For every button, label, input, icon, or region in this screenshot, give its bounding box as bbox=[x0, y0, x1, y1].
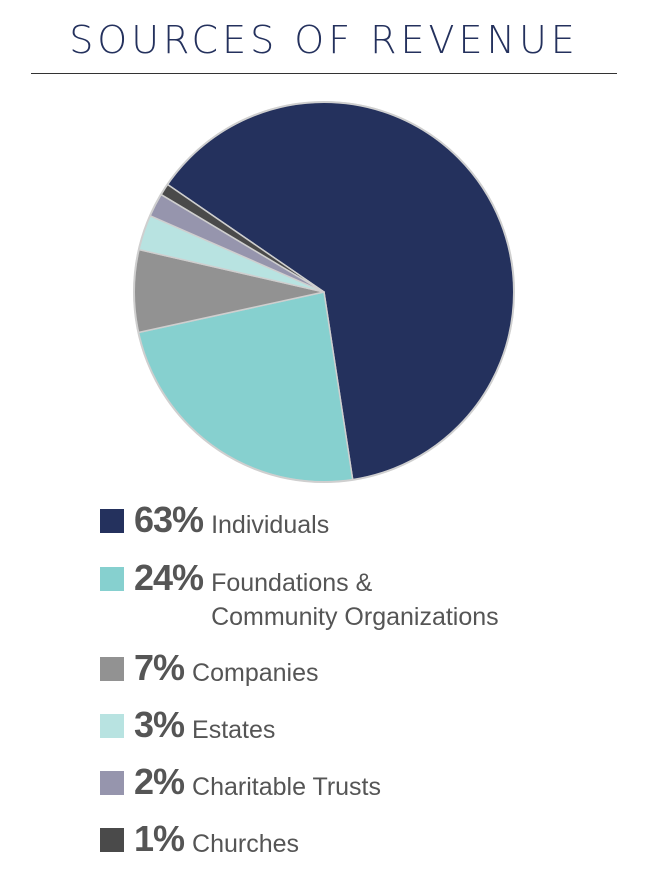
legend-label-line: Churches bbox=[192, 830, 300, 858]
legend-item-estates: 3% Estates bbox=[100, 707, 275, 747]
legend-item-charitable-trusts: 2% Charitable Trusts bbox=[100, 764, 381, 804]
legend-percent: 1% bbox=[134, 818, 185, 859]
legend-label-line: Foundations & bbox=[211, 569, 373, 597]
legend-swatch bbox=[100, 714, 124, 738]
legend-label: Companies bbox=[192, 656, 318, 690]
legend-swatch bbox=[100, 771, 124, 795]
legend-label: Charitable Trusts bbox=[192, 770, 381, 804]
title-divider bbox=[31, 73, 617, 74]
legend-percent: 7% bbox=[134, 647, 185, 688]
chart-title: SOURCES OF REVENUE bbox=[69, 18, 579, 62]
legend-percent: 63% bbox=[134, 499, 204, 540]
legend-percent: 2% bbox=[134, 761, 185, 802]
legend-label: Estates bbox=[192, 713, 275, 747]
legend-swatch bbox=[100, 509, 124, 533]
legend-item-individuals: 63% Individuals bbox=[100, 502, 329, 542]
legend-item-foundations-community-organizations: 24% Foundations & Community Organizations bbox=[100, 560, 499, 634]
legend-swatch bbox=[100, 828, 124, 852]
legend-label-line: Charitable Trusts bbox=[192, 773, 381, 801]
legend-label: Individuals bbox=[211, 508, 329, 542]
legend-swatch bbox=[100, 657, 124, 681]
legend-label-line: Companies bbox=[192, 659, 319, 687]
legend-label-line: Estates bbox=[192, 716, 276, 744]
legend-item-churches: 1% Churches bbox=[100, 821, 299, 861]
legend-swatch bbox=[100, 567, 124, 591]
legend-label: Foundations & Community Organizations bbox=[211, 566, 499, 634]
pie-outline bbox=[133, 101, 515, 483]
legend-percent: 3% bbox=[134, 704, 185, 745]
legend-percent: 24% bbox=[134, 557, 204, 598]
legend-label-line: Community Organizations bbox=[211, 603, 499, 631]
legend-label: Churches bbox=[192, 827, 299, 861]
legend-item-companies: 7% Companies bbox=[100, 650, 318, 690]
pie-chart bbox=[133, 101, 515, 483]
legend-label-line: Individuals bbox=[211, 511, 330, 539]
